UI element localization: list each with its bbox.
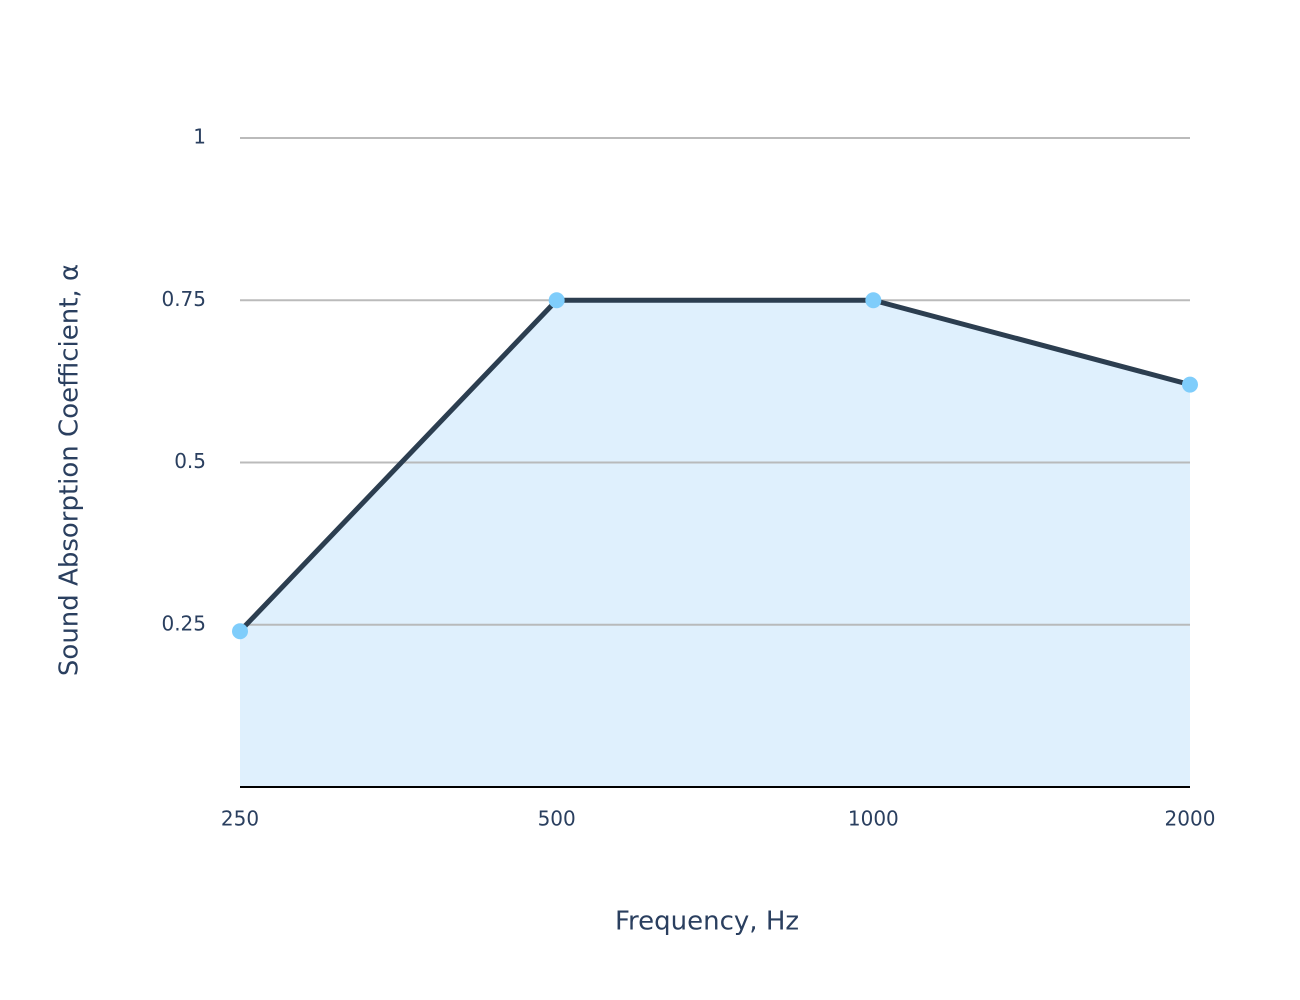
area xyxy=(240,300,1190,787)
marker xyxy=(865,292,882,309)
x-tick-label: 1000 xyxy=(848,807,899,831)
y-axis-title: Sound Absorption Coefficient, α xyxy=(55,264,85,676)
line xyxy=(238,297,1191,633)
marker xyxy=(1182,376,1198,393)
y-tick-label: 0.5 xyxy=(174,449,206,473)
y-tick-label: 0.75 xyxy=(161,287,206,311)
x-axis-title: Frequency, Hz xyxy=(615,907,799,937)
marker xyxy=(232,623,248,640)
x-tick-label: 250 xyxy=(221,807,259,831)
x-tick-label: 2000 xyxy=(1165,807,1216,831)
marker xyxy=(548,292,565,309)
y-tick-label: 0.25 xyxy=(161,611,206,635)
y-tick-label: 1 xyxy=(193,125,206,149)
x-tick-label: 500 xyxy=(538,807,576,831)
